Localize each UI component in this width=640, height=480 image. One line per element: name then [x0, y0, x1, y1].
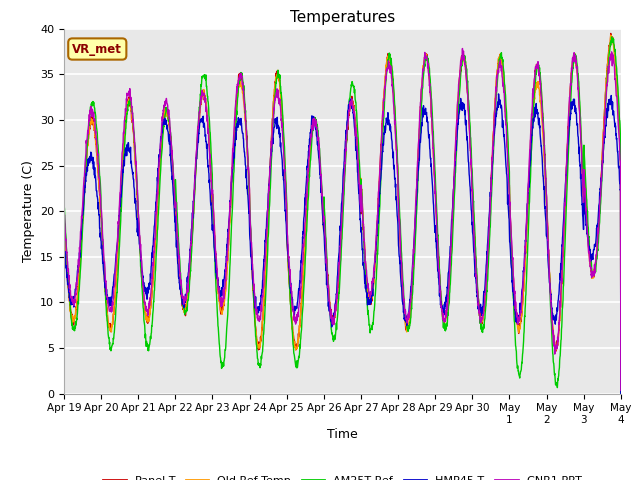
Title: Temperatures: Temperatures: [290, 10, 395, 25]
X-axis label: Time: Time: [327, 428, 358, 441]
Y-axis label: Temperature (C): Temperature (C): [22, 160, 35, 262]
Legend: Panel T, Old Ref Temp, AM25T Ref, HMP45 T, CNR1 PRT: Panel T, Old Ref Temp, AM25T Ref, HMP45 …: [99, 471, 586, 480]
Text: VR_met: VR_met: [72, 43, 122, 56]
